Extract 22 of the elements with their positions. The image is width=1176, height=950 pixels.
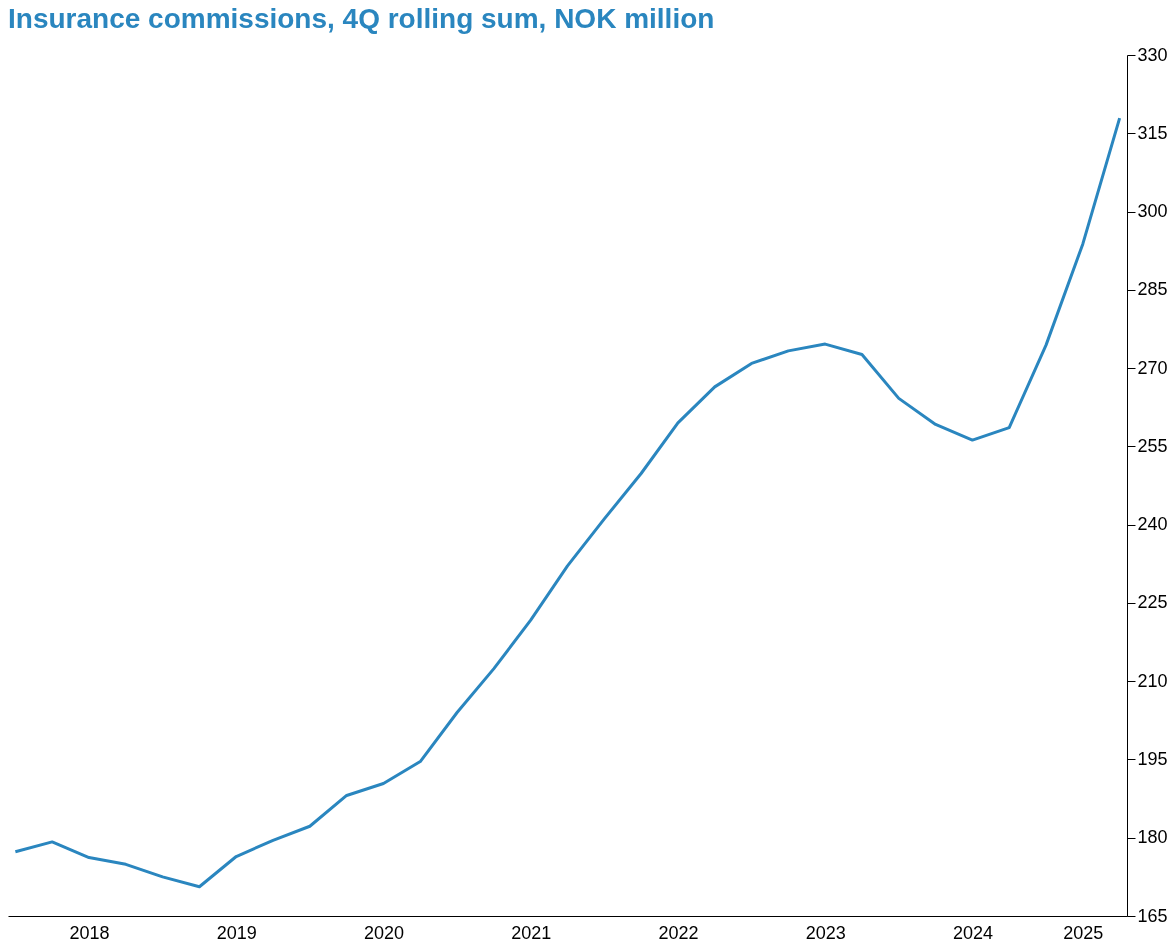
y-tick-label: 225 xyxy=(1137,592,1168,613)
x-tick-label: 2024 xyxy=(952,922,993,943)
x-tick-label: 2021 xyxy=(511,922,552,943)
y-tick-label: 165 xyxy=(1137,905,1168,926)
line-series xyxy=(13,116,1122,889)
x-tick-label: 2020 xyxy=(363,922,404,943)
y-tick-label: 240 xyxy=(1137,514,1168,535)
y-tick-label: 300 xyxy=(1137,201,1168,222)
y-tick-label: 270 xyxy=(1137,357,1168,378)
y-tick-label: 255 xyxy=(1137,435,1168,456)
y-tick-label: 180 xyxy=(1137,827,1168,848)
y-tick-label: 195 xyxy=(1137,748,1168,769)
chart-title: Insurance commissions, 4Q rolling sum, NOK million xyxy=(8,3,715,34)
x-tick-label: 2022 xyxy=(658,922,699,943)
x-tick-label: 2019 xyxy=(216,922,257,943)
x-tick-label: 2025 xyxy=(1063,922,1104,943)
y-tick-label: 285 xyxy=(1137,279,1168,300)
y-tick-label: 315 xyxy=(1137,122,1168,143)
y-tick-label: 330 xyxy=(1137,44,1168,65)
x-tick-label: 2023 xyxy=(805,922,846,943)
y-tick-label: 210 xyxy=(1137,670,1168,691)
x-tick-label: 2018 xyxy=(69,922,110,943)
